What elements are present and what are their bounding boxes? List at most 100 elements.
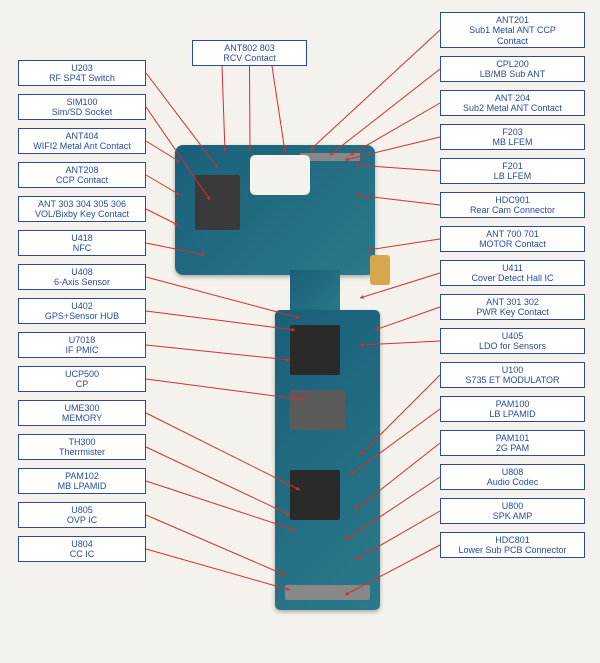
label-line1: ANT 700 701	[445, 229, 580, 239]
label-line1: ANT404	[23, 131, 141, 141]
label-line3: Contact	[445, 36, 580, 46]
label-u7018: U7018IF PMIC	[18, 332, 146, 358]
label-hdc901: HDC901Rear Cam Connector	[440, 192, 585, 218]
label-line2: Rear Cam Connector	[445, 205, 580, 215]
label-line1: UCP500	[23, 369, 141, 379]
label-line1: ANT 303 304 305 306	[23, 199, 141, 209]
label-ant404: ANT404WIFI2 Metal Ant Contact	[18, 128, 146, 154]
label-line2: Therrmister	[23, 447, 141, 457]
label-line1: U805	[23, 505, 141, 515]
label-u800: U800SPK AMP	[440, 498, 585, 524]
label-line2: IF PMIC	[23, 345, 141, 355]
label-line1: U411	[445, 263, 580, 273]
label-line2: RF SP4T Switch	[23, 73, 141, 83]
label-line1: U408	[23, 267, 141, 277]
label-line2: PWR Key Contact	[445, 307, 580, 317]
label-line2: WIFI2 Metal Ant Contact	[23, 141, 141, 151]
diagram-container: ANT802 803 RCV Contact U203RF SP4T Switc…	[0, 0, 600, 663]
label-line1: TH300	[23, 437, 141, 447]
label-sim100: SIM100Sim/SD Socket	[18, 94, 146, 120]
label-line1: CPL200	[445, 59, 580, 69]
label-line2: Cover Detect Hall IC	[445, 273, 580, 283]
label-line2: GPS+Sensor HUB	[23, 311, 141, 321]
label-line2: SPK AMP	[445, 511, 580, 521]
label-line1: ANT802 803	[197, 43, 302, 53]
label-line2: NFC	[23, 243, 141, 253]
label-line1: SIM100	[23, 97, 141, 107]
label-line2: LB/MB Sub ANT	[445, 69, 580, 79]
label-u203: U203RF SP4T Switch	[18, 60, 146, 86]
label-line2: CCP Contact	[23, 175, 141, 185]
label-ucp500: UCP500CP	[18, 366, 146, 392]
label-line2: CP	[23, 379, 141, 389]
label-line1: U402	[23, 301, 141, 311]
label-th300: TH300Therrmister	[18, 434, 146, 460]
label-line1: UME300	[23, 403, 141, 413]
label-line2: RCV Contact	[197, 53, 302, 63]
pcb-notch	[250, 155, 310, 195]
label-ant208: ANT208CCP Contact	[18, 162, 146, 188]
label-u408: U4086-Axis Sensor	[18, 264, 146, 290]
label-u405: U405LDO for Sensors	[440, 328, 585, 354]
label-ume300: UME300MEMORY	[18, 400, 146, 426]
label-line1: ANT 204	[445, 93, 580, 103]
label-line2: MOTOR Contact	[445, 239, 580, 249]
label-line1: HDC901	[445, 195, 580, 205]
label-line2: CC IC	[23, 549, 141, 559]
label-line1: U808	[445, 467, 580, 477]
label-line2: Audio Codec	[445, 477, 580, 487]
label-hdc801: HDC801Lower Sub PCB Connector	[440, 532, 585, 558]
label-line1: ANT208	[23, 165, 141, 175]
label-ant700: ANT 700 701MOTOR Contact	[440, 226, 585, 252]
label-line2: OVP IC	[23, 515, 141, 525]
label-line1: U405	[445, 331, 580, 341]
label-pam101: PAM1012G PAM	[440, 430, 585, 456]
label-u402: U402GPS+Sensor HUB	[18, 298, 146, 324]
label-line1: U7018	[23, 335, 141, 345]
label-line2: 6-Axis Sensor	[23, 277, 141, 287]
label-line1: PAM100	[445, 399, 580, 409]
pcb-lower-board	[275, 310, 380, 610]
label-u100: U100S735 ET MODULATOR	[440, 362, 585, 388]
label-ant301: ANT 301 302PWR Key Contact	[440, 294, 585, 320]
label-line2: MB LPAMID	[23, 481, 141, 491]
label-line2: VOL/Bixby Key Contact	[23, 209, 141, 219]
label-line2: LB LPAMID	[445, 409, 580, 419]
label-line1: PAM101	[445, 433, 580, 443]
label-u805: U805OVP IC	[18, 502, 146, 528]
label-line2: LDO for Sensors	[445, 341, 580, 351]
label-line1: F203	[445, 127, 580, 137]
pcb-flex-cable	[370, 255, 390, 285]
label-u411: U411Cover Detect Hall IC	[440, 260, 585, 286]
label-line1: ANT 301 302	[445, 297, 580, 307]
label-line1: U804	[23, 539, 141, 549]
label-line2: Sub2 Metal ANT Contact	[445, 103, 580, 113]
label-line1: PAM102	[23, 471, 141, 481]
label-line1: U100	[445, 365, 580, 375]
label-pam102: PAM102MB LPAMID	[18, 468, 146, 494]
label-line1: U203	[23, 63, 141, 73]
label-line2: 2G PAM	[445, 443, 580, 453]
label-line1: ANT201	[445, 15, 580, 25]
pcb-mid-connector	[290, 270, 340, 315]
label-cpl200: CPL200LB/MB Sub ANT	[440, 56, 585, 82]
label-line1: U800	[445, 501, 580, 511]
pcb-bottom-connector	[285, 585, 370, 600]
label-line1: U418	[23, 233, 141, 243]
label-pam100: PAM100LB LPAMID	[440, 396, 585, 422]
label-f201: F201LB LFEM	[440, 158, 585, 184]
label-f203: F203MB LFEM	[440, 124, 585, 150]
label-line1: F201	[445, 161, 580, 171]
label-ant303: ANT 303 304 305 306VOL/Bixby Key Contact	[18, 196, 146, 222]
label-ant201: ANT201Sub1 Metal ANT CCPContact	[440, 12, 585, 48]
label-ant204: ANT 204Sub2 Metal ANT Contact	[440, 90, 585, 116]
label-line2: MB LFEM	[445, 137, 580, 147]
label-line2: S735 ET MODULATOR	[445, 375, 580, 385]
label-u804: U804CC IC	[18, 536, 146, 562]
label-line2: Sub1 Metal ANT CCP	[445, 25, 580, 35]
label-u418: U418NFC	[18, 230, 146, 256]
label-u808: U808Audio Codec	[440, 464, 585, 490]
label-line1: HDC801	[445, 535, 580, 545]
label-ant802: ANT802 803 RCV Contact	[192, 40, 307, 66]
label-line2: Sim/SD Socket	[23, 107, 141, 117]
